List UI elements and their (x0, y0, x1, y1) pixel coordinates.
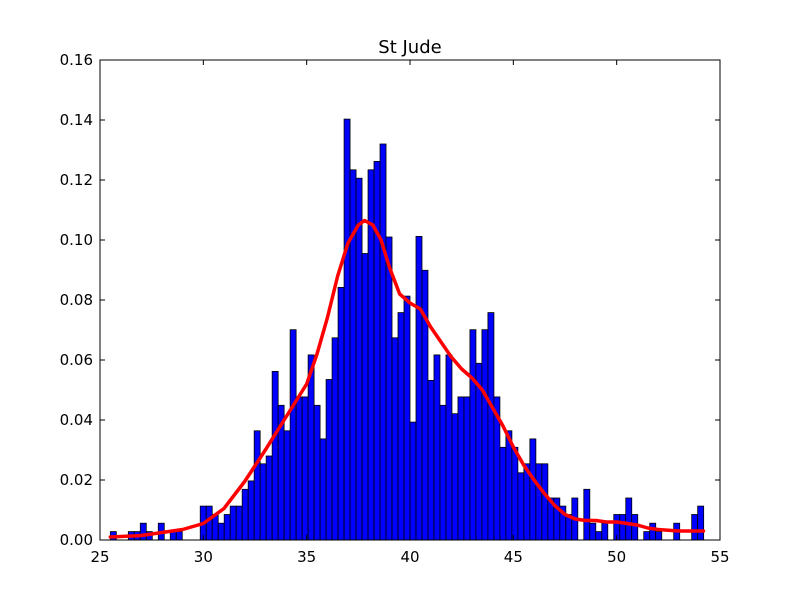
y-tick-label: 0.02 (60, 471, 93, 489)
histogram-bar (433, 354, 441, 541)
histogram-bar (691, 514, 699, 541)
histogram-bar (625, 497, 633, 541)
histogram-bar (511, 446, 519, 541)
x-tick-label: 30 (194, 548, 213, 566)
histogram-bar (655, 531, 663, 541)
y-axis-tick-labels: 0.00 0.02 0.04 0.06 0.08 0.10 0.12 0.14 0.16 (60, 51, 93, 549)
y-tick-label: 0.16 (60, 51, 93, 69)
histogram-bar (517, 472, 525, 541)
histogram-bar (481, 329, 489, 541)
histogram-bar (175, 531, 183, 541)
histogram-bar (535, 463, 543, 541)
y-tick-label: 0.14 (60, 111, 93, 129)
density-curve (108, 218, 706, 539)
histogram-bar (373, 160, 381, 541)
x-tick-label: 55 (710, 548, 729, 566)
histogram-bar (301, 396, 309, 541)
histogram-bar (499, 446, 507, 541)
histogram-bar (307, 354, 315, 541)
histogram-bar (289, 329, 297, 541)
histogram-bar (139, 522, 147, 541)
histogram-bar (529, 438, 537, 541)
histogram-bar (343, 118, 351, 541)
y-tick-label: 0.04 (60, 411, 93, 429)
x-tick-label: 35 (297, 548, 316, 566)
y-tick-label: 0.10 (60, 231, 93, 249)
histogram-bar (247, 480, 255, 541)
histogram-bar (505, 430, 513, 541)
histogram-bar (229, 505, 237, 541)
histogram-bar (643, 531, 651, 541)
histogram-bar (355, 177, 363, 541)
histogram-bar (463, 396, 471, 541)
histogram-bar (409, 421, 417, 541)
x-tick-label: 45 (504, 548, 523, 566)
histogram-bar (601, 522, 609, 541)
density-curve-layer (108, 218, 706, 539)
histogram-bar (589, 522, 597, 541)
histogram-bar (319, 438, 327, 541)
histogram-bar (487, 312, 495, 541)
y-tick-label: 0.08 (60, 291, 93, 309)
histogram-bar (349, 169, 357, 541)
histogram-bar (697, 505, 705, 541)
histogram-bar (457, 396, 465, 541)
histogram-bar (223, 514, 231, 541)
y-tick-label: 0.06 (60, 351, 93, 369)
histogram-bar (265, 455, 273, 541)
x-tick-label: 50 (607, 548, 626, 566)
histogram-bar (313, 404, 321, 541)
histogram-bar (649, 522, 657, 541)
y-tick-label: 0.12 (60, 171, 93, 189)
histogram-bar (583, 488, 591, 541)
chart-title: St Jude (378, 37, 441, 58)
histogram-bar (397, 312, 405, 541)
histogram-bar (445, 354, 453, 541)
histogram-bar (253, 430, 261, 541)
x-axis-tick-labels: 25 30 35 40 45 50 55 (90, 548, 729, 566)
histogram-bar (427, 379, 435, 541)
histogram-bar (379, 143, 387, 541)
x-tick-label: 25 (90, 548, 109, 566)
histogram-bar (403, 295, 411, 541)
histogram-bar (391, 337, 399, 541)
histogram-bar (241, 488, 249, 541)
histogram-bar (331, 337, 339, 541)
histogram-bar (619, 514, 627, 541)
y-tick-label: 0.00 (60, 531, 93, 549)
histogram-bar (217, 522, 225, 541)
axis-ticks (99, 59, 721, 541)
histogram-bar (439, 404, 447, 541)
x-tick-label: 40 (400, 548, 419, 566)
histogram-bar (595, 531, 603, 541)
histogram-bar (415, 235, 423, 541)
histogram-bar (271, 370, 279, 541)
histogram-bar (259, 463, 267, 541)
histogram-bar (469, 329, 477, 541)
histogram-bar (337, 286, 345, 541)
histogram-bar (295, 396, 303, 541)
histogram-bar (385, 236, 393, 541)
histogram-bar (631, 514, 639, 541)
histogram-bar (451, 413, 459, 541)
histogram-bar (283, 430, 291, 541)
histogram-bar (235, 505, 243, 541)
histogram-bar (361, 253, 369, 541)
histogram-bar (325, 379, 333, 541)
histogram-bar (205, 505, 213, 541)
histogram-bar (541, 463, 549, 541)
